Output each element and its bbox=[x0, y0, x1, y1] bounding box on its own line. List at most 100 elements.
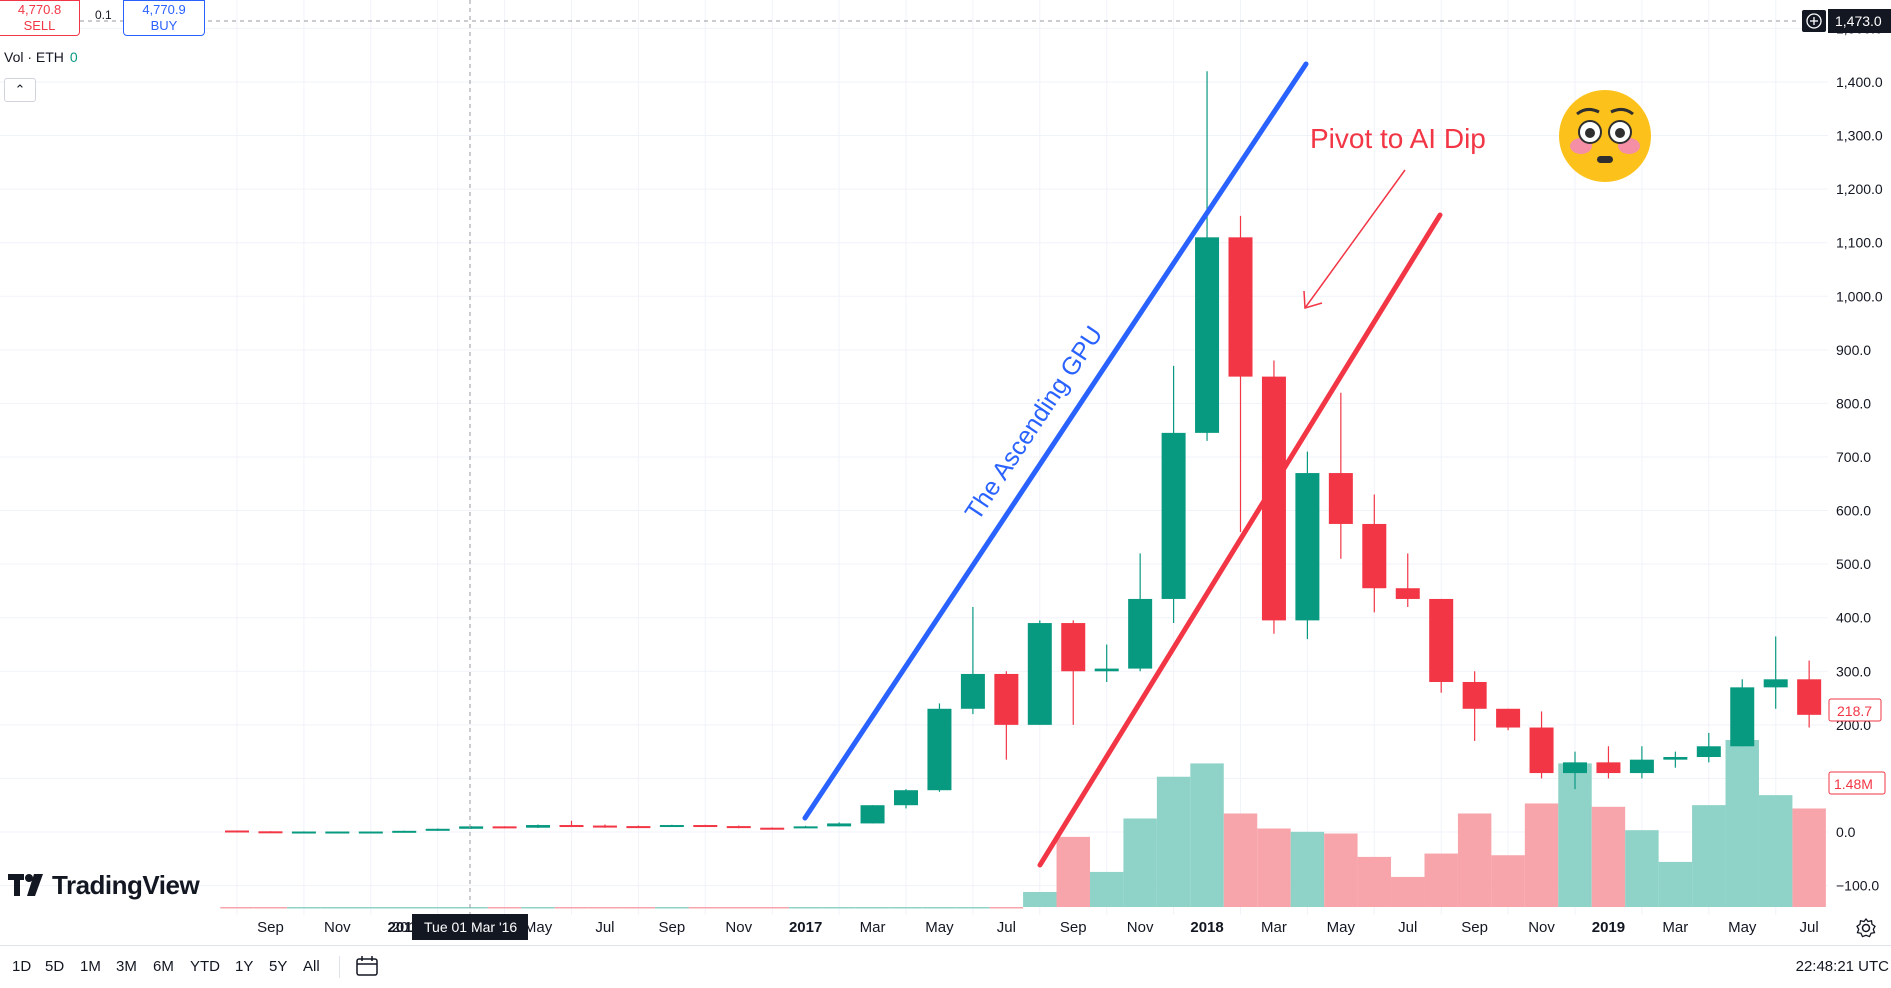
red-trend-line bbox=[1037, 212, 1443, 868]
volume-bar bbox=[1725, 740, 1759, 907]
buy-button[interactable]: 4,770.9 BUY bbox=[123, 0, 205, 36]
volume-bar bbox=[1658, 861, 1693, 907]
candle-body bbox=[1362, 523, 1387, 589]
time-tick-label: Jul bbox=[1800, 919, 1819, 936]
timeframe-5d[interactable]: 5D bbox=[45, 958, 65, 975]
volume-bar bbox=[855, 907, 890, 909]
last-volume-label: 1.48M bbox=[1828, 771, 1886, 795]
candle bbox=[1529, 711, 1554, 779]
volume-bar bbox=[454, 907, 488, 909]
timeframe-5y[interactable]: 5Y bbox=[269, 958, 288, 975]
volume-bar bbox=[287, 907, 321, 909]
collapse-legend-button[interactable]: ⌃ bbox=[4, 78, 36, 102]
candle bbox=[827, 822, 852, 827]
volume-bar bbox=[956, 907, 990, 909]
candle-body bbox=[1061, 623, 1086, 672]
candle-body bbox=[1027, 623, 1052, 725]
candle-body bbox=[1328, 473, 1353, 524]
candle bbox=[726, 825, 751, 829]
add-alert-button[interactable] bbox=[1802, 10, 1826, 32]
time-tick-label: Nov bbox=[1528, 919, 1555, 936]
timeframe-ytd[interactable]: YTD bbox=[190, 958, 220, 975]
time-tick-label: Sep bbox=[1060, 919, 1087, 936]
price-chart[interactable]: The Ascending GPU Pivot to AI Dip 1,500.… bbox=[0, 0, 1891, 945]
volume-bar bbox=[889, 907, 923, 909]
gear-icon[interactable] bbox=[1855, 917, 1877, 939]
candle-body bbox=[927, 708, 952, 791]
timeframe-1y[interactable]: 1Y bbox=[235, 958, 254, 975]
tradingview-mark-icon bbox=[8, 874, 43, 896]
blue-line-label: The Ascending GPU bbox=[960, 321, 1109, 525]
time-tick-label: Mar bbox=[1662, 919, 1688, 936]
candle-body bbox=[1228, 237, 1253, 377]
buy-price: 4,770.9 bbox=[142, 2, 186, 17]
time-tick-label: 2019 bbox=[1592, 919, 1625, 936]
candle bbox=[1195, 71, 1220, 441]
candlesticks bbox=[225, 71, 1822, 834]
volume-bar bbox=[1457, 813, 1492, 907]
candle-body bbox=[693, 825, 718, 828]
calendar-icon[interactable] bbox=[355, 955, 379, 977]
timeframe-6m[interactable]: 6M bbox=[153, 958, 174, 975]
candle-body bbox=[358, 831, 383, 834]
candle bbox=[291, 831, 316, 834]
volume-bar bbox=[788, 907, 823, 909]
candle bbox=[793, 825, 818, 829]
candle-body bbox=[1094, 668, 1119, 672]
time-tick-label: May bbox=[925, 919, 954, 936]
candle-body bbox=[626, 826, 651, 829]
candle-body bbox=[592, 825, 617, 828]
candle bbox=[1061, 620, 1086, 725]
volume-bar bbox=[220, 907, 254, 909]
candle bbox=[492, 826, 517, 829]
candle bbox=[325, 831, 350, 834]
candle-body bbox=[1596, 762, 1621, 774]
volume-bar bbox=[1156, 776, 1191, 907]
volume-bar bbox=[822, 907, 856, 909]
candle-body bbox=[425, 828, 450, 831]
timeframe-1m[interactable]: 1M bbox=[80, 958, 101, 975]
time-tick-label: Jul bbox=[997, 919, 1016, 936]
volume-bar bbox=[1089, 871, 1124, 907]
last-price-text: 218.7 bbox=[1837, 703, 1872, 719]
candle-body bbox=[1529, 727, 1554, 774]
volume-bar bbox=[1257, 828, 1291, 907]
crosshair-date-label: Tue 01 Mar '16 bbox=[412, 914, 528, 940]
candle bbox=[927, 703, 952, 792]
timeframe-1d[interactable]: 1D bbox=[12, 958, 32, 975]
candle-body bbox=[1629, 759, 1654, 774]
sell-button[interactable]: 4,770.8 SELL bbox=[0, 0, 80, 36]
candle bbox=[659, 824, 684, 828]
volume-bar bbox=[1357, 856, 1392, 907]
volume-bar bbox=[521, 907, 555, 909]
candle bbox=[1563, 751, 1587, 790]
chart-grid bbox=[0, 0, 1828, 915]
time-tick-label: May bbox=[524, 919, 553, 936]
crosshair-price-label: 1,473.0 bbox=[1828, 9, 1891, 33]
volume-indicator-legend[interactable]: Vol · ETH 0 bbox=[4, 49, 78, 65]
price-tick-label: 1,200.0 bbox=[1836, 181, 1883, 197]
price-axis: 1,500.01,400.01,300.01,200.01,100.01,000… bbox=[1836, 20, 1883, 893]
volume-bar bbox=[1391, 876, 1425, 907]
price-tick-label: −100.0 bbox=[1836, 878, 1879, 894]
candle bbox=[1395, 553, 1420, 607]
volume-bar bbox=[1290, 831, 1325, 907]
chevron-up-icon: ⌃ bbox=[14, 82, 26, 97]
time-tick-label: 2017 bbox=[789, 919, 822, 936]
time-tick-label: Sep bbox=[257, 919, 284, 936]
last-price-label: 218.7 bbox=[1828, 698, 1882, 722]
volume-bar bbox=[755, 907, 789, 909]
sell-label: SELL bbox=[23, 18, 56, 33]
time-tick-label: 201 bbox=[392, 919, 417, 936]
candle bbox=[994, 671, 1019, 760]
flushed-face-emoji bbox=[1557, 88, 1653, 184]
candle bbox=[1295, 451, 1320, 640]
candle bbox=[1629, 746, 1654, 779]
timeframe-3m[interactable]: 3M bbox=[116, 958, 137, 975]
volume-bar bbox=[1524, 803, 1559, 907]
candle bbox=[1027, 620, 1052, 725]
candle bbox=[1429, 598, 1454, 693]
price-tick-label: 600.0 bbox=[1836, 503, 1871, 519]
volume-bar bbox=[1023, 891, 1057, 907]
timeframe-all[interactable]: All bbox=[303, 958, 320, 975]
